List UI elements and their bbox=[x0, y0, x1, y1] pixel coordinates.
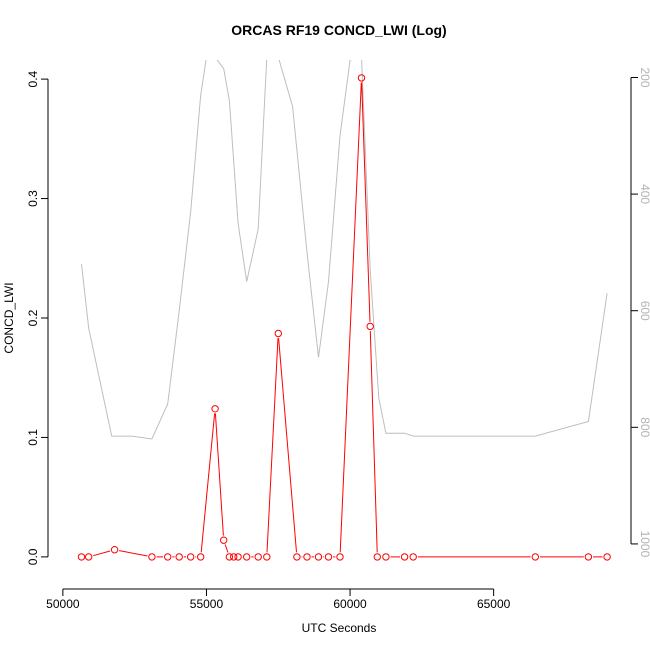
primary-series-segment bbox=[93, 550, 111, 557]
data-point bbox=[603, 553, 611, 561]
y2-tick-label: 800 bbox=[638, 417, 650, 437]
data-point bbox=[409, 553, 417, 561]
data-point bbox=[531, 553, 539, 561]
data-point bbox=[263, 553, 271, 561]
primary-series-segment bbox=[214, 413, 224, 536]
y-tick-label: 0.3 bbox=[26, 190, 40, 207]
plot-area bbox=[77, 60, 611, 561]
data-point bbox=[211, 405, 219, 413]
primary-series-segment bbox=[339, 82, 362, 553]
primary-series bbox=[77, 74, 611, 561]
data-point bbox=[164, 553, 172, 561]
data-point bbox=[110, 546, 119, 554]
y2-tick-label: 600 bbox=[638, 301, 650, 321]
primary-series-segment bbox=[278, 338, 297, 553]
secondary-series-line bbox=[81, 60, 608, 440]
y-axis-right: 200 400 600 800 1000 bbox=[630, 67, 650, 558]
primary-series-segment bbox=[119, 550, 148, 557]
data-point bbox=[243, 553, 251, 561]
data-point bbox=[303, 553, 311, 561]
x-tick-label: 60000 bbox=[333, 597, 367, 611]
data-point bbox=[400, 553, 409, 561]
y2-tick-label: 400 bbox=[638, 184, 650, 204]
x-tick-label: 50000 bbox=[46, 597, 80, 611]
data-point bbox=[220, 536, 228, 544]
y2-tick-label: 1000 bbox=[638, 531, 650, 558]
data-point bbox=[225, 553, 234, 561]
data-point bbox=[197, 553, 205, 561]
data-point bbox=[373, 553, 381, 561]
primary-series-segment bbox=[369, 330, 378, 553]
y-tick-label: 0.0 bbox=[26, 548, 40, 565]
chart-title: ORCAS RF19 CONCD_LWI (Log) bbox=[231, 22, 446, 38]
primary-series-segment bbox=[266, 338, 279, 553]
data-point bbox=[77, 553, 86, 561]
secondary-series bbox=[81, 60, 608, 440]
data-point bbox=[336, 553, 344, 561]
data-point bbox=[148, 553, 156, 561]
data-point bbox=[230, 553, 238, 561]
data-point bbox=[254, 553, 262, 561]
data-point bbox=[293, 553, 301, 561]
x-tick-label: 55000 bbox=[190, 597, 224, 611]
y-axis-label: CONCD_LWI bbox=[2, 282, 16, 353]
primary-series-segment bbox=[361, 82, 371, 322]
y-tick-label: 0.1 bbox=[26, 429, 40, 446]
data-point bbox=[584, 553, 593, 561]
x-tick-label: 65000 bbox=[477, 597, 511, 611]
y-tick-label: 0.4 bbox=[26, 70, 40, 87]
data-point bbox=[187, 553, 195, 561]
y-axis-left: 0.0 0.1 0.2 0.3 0.4 bbox=[26, 70, 49, 565]
data-point bbox=[324, 553, 333, 561]
data-point bbox=[274, 329, 282, 338]
y-tick-label: 0.2 bbox=[26, 309, 40, 326]
primary-series-segment bbox=[224, 544, 229, 553]
x-axis: 50000 55000 60000 65000 bbox=[46, 588, 511, 611]
y2-tick-label: 200 bbox=[638, 67, 650, 87]
primary-series-segment bbox=[200, 413, 216, 553]
data-point bbox=[314, 553, 323, 561]
data-point bbox=[357, 74, 366, 82]
data-point bbox=[382, 553, 390, 561]
data-point bbox=[234, 553, 242, 561]
data-point bbox=[175, 553, 183, 561]
data-point bbox=[85, 553, 93, 561]
data-point bbox=[366, 322, 374, 331]
x-axis-label: UTC Seconds bbox=[302, 621, 377, 635]
